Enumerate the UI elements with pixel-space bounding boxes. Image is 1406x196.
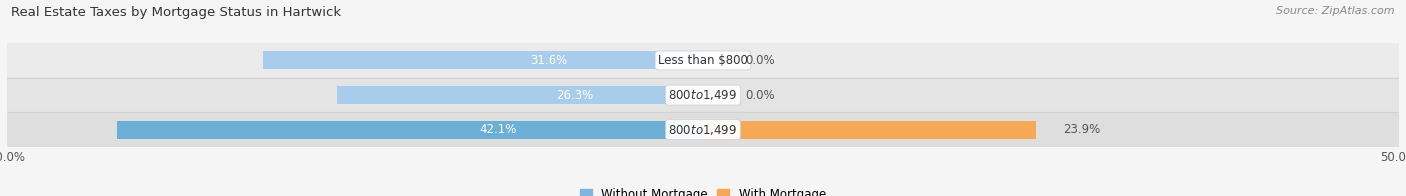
Text: Less than $800: Less than $800	[658, 54, 748, 67]
FancyBboxPatch shape	[7, 42, 1399, 78]
Text: $800 to $1,499: $800 to $1,499	[668, 123, 738, 137]
FancyBboxPatch shape	[7, 112, 1399, 148]
Bar	[117, 121, 703, 139]
Text: Source: ZipAtlas.com: Source: ZipAtlas.com	[1277, 6, 1395, 16]
Bar	[337, 86, 703, 104]
Text: 0.0%: 0.0%	[745, 54, 775, 67]
Text: 23.9%: 23.9%	[1063, 123, 1101, 136]
Text: 42.1%: 42.1%	[479, 123, 516, 136]
Bar	[703, 121, 1036, 139]
Text: 31.6%: 31.6%	[530, 54, 568, 67]
Text: Real Estate Taxes by Mortgage Status in Hartwick: Real Estate Taxes by Mortgage Status in …	[11, 6, 342, 19]
Text: 0.0%: 0.0%	[745, 89, 775, 102]
Bar	[263, 51, 703, 69]
FancyBboxPatch shape	[7, 77, 1399, 113]
Legend: Without Mortgage, With Mortgage: Without Mortgage, With Mortgage	[575, 183, 831, 196]
Text: $800 to $1,499: $800 to $1,499	[668, 88, 738, 102]
Text: 26.3%: 26.3%	[557, 89, 593, 102]
